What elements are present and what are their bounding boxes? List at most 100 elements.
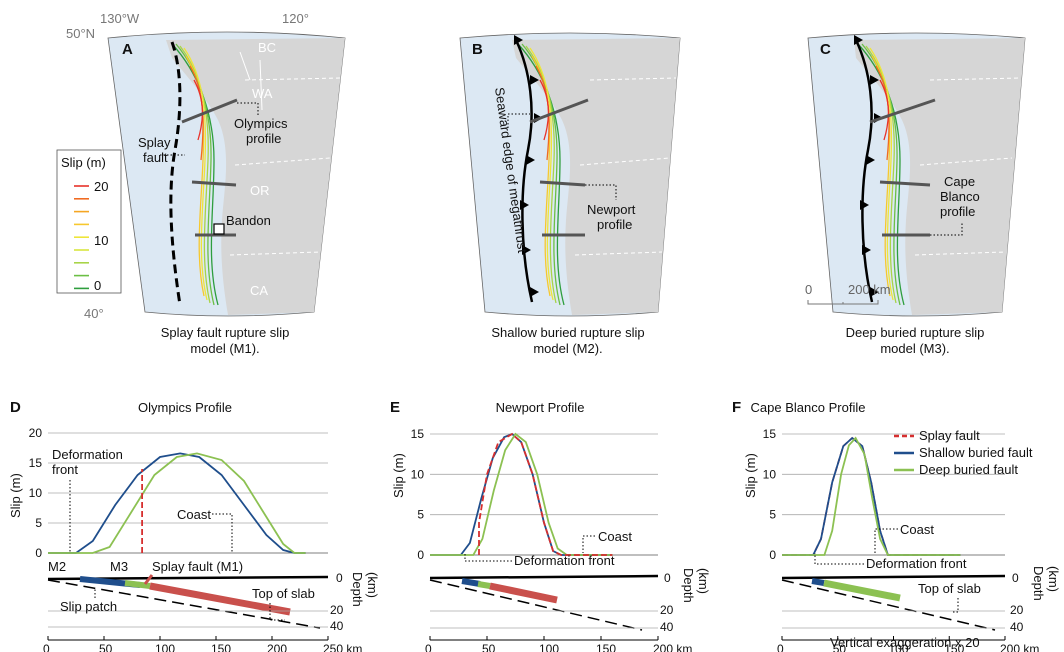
lat-label-north: 50°N (66, 26, 95, 41)
newport-profile-line-c (879, 180, 931, 187)
depth-tick-0-cape-blanco: 0 (1012, 571, 1019, 585)
lat-label-south: 40° (84, 306, 104, 321)
annot-coast-newport: Coast (598, 529, 632, 544)
splay-fault-label-2: fault (143, 150, 168, 165)
olympics-profile-line-b (529, 98, 589, 124)
slip-patch-deep-cape-blanco (823, 579, 901, 602)
series-line-splay (478, 432, 613, 556)
cape-leader-c (930, 222, 963, 236)
slab-leader-cape-blanco (952, 598, 959, 613)
y-tick-label: 0 (417, 548, 424, 562)
slip-legend: Slip (m) 20 10 0 (56, 149, 122, 294)
depth-tick-40-cape-blanco: 40 (1010, 620, 1024, 634)
depth-tick-20-olympics: 20 (330, 603, 344, 617)
x-ticks-cape-blanco: 0 50 100 150 200 km (777, 636, 1039, 652)
grid-olympics (48, 432, 328, 554)
olympics-profile-line-a (181, 98, 238, 124)
border-wa-or-a (234, 157, 331, 166)
slab-line-olympics (47, 579, 321, 629)
slip-patch-deep-newport (477, 581, 491, 589)
y-ticks-olympics: 0 5 10 15 20 (29, 426, 43, 560)
seaward-edge-line-b (514, 39, 534, 303)
panel-letter-f: F (732, 399, 741, 416)
border-1-b (589, 77, 677, 81)
depth-label-olympics: Depth (350, 572, 365, 607)
slip-contours-a (171, 43, 219, 306)
y-tick-label: 10 (411, 467, 425, 481)
x-ticks-newport: 0 50 100 150 200 km (425, 636, 692, 652)
y-axis-label-cape-blanco: Slip (m) (743, 453, 758, 498)
panel-letter-e: E (390, 399, 400, 416)
slip-patch-shallow-newport (461, 578, 481, 587)
series-line-shallow (48, 452, 306, 554)
x-tick-label: 0 (777, 642, 784, 652)
annot-top-slab-cape-blanco: Top of slab (918, 581, 981, 596)
slip-patch-shallow-cape-blanco (811, 578, 825, 586)
depth-tick-20-cape-blanco: 20 (1010, 603, 1024, 617)
annot-coast-cape-blanco: Coast (900, 522, 934, 537)
legend-label-deep: Deep buried fault (919, 462, 1018, 477)
border-or-ca-a (229, 251, 321, 256)
border-1-c (929, 77, 1021, 81)
caption-a-line2: model (M1). (190, 341, 259, 356)
depth-label-cape-blanco: Depth (1031, 566, 1046, 601)
x-tick-label: 0 (425, 642, 432, 652)
olympics-profile-label-2: profile (246, 131, 281, 146)
legend-label-shallow: Shallow buried fault (919, 445, 1033, 460)
x-tick-label: 50 (833, 642, 847, 652)
x-tick-label: 250 km (323, 642, 362, 652)
bandon-label: Bandon (226, 213, 271, 228)
border-3-b (574, 251, 663, 256)
depth-tick-40-olympics: 40 (330, 619, 344, 633)
land-b (512, 38, 680, 315)
y-tick-label: 0 (35, 546, 42, 560)
region-label-wa: WA (252, 86, 273, 101)
thrust-tooth (866, 155, 875, 165)
border-2-c (919, 157, 1013, 166)
y-ticks-cape-blanco: 0 5 10 15 (763, 427, 777, 562)
coast-leader-cape-blanco (874, 528, 898, 553)
y-ticks-newport: 0 5 10 15 (411, 427, 425, 562)
series-cape-blanco (782, 436, 961, 556)
annot-slip-patch-olympics: Slip patch (60, 599, 117, 614)
caption-b-line2: model (M2). (533, 341, 602, 356)
newport-profile-line-b (539, 180, 586, 187)
slab-line-cape-blanco (781, 579, 996, 631)
panel-letter-c: C (820, 41, 831, 58)
chart-cape-blanco: F Cape Blanco Profile Slip (m) 0 5 10 15 0 … (732, 399, 1061, 652)
x-tick-label: 50 (99, 642, 113, 652)
x-tick-label: 150 (211, 642, 231, 652)
olympics-leader-a (237, 102, 259, 116)
legend-box (56, 149, 122, 294)
x-ticks-olympics: 0 50 100 150 200 250 km (43, 636, 362, 652)
chart-title-olympics: Olympics Profile (138, 400, 232, 415)
vertical-exaggeration-note: Vertical exaggeration x 20 (830, 635, 980, 650)
thrust-tooth (514, 35, 523, 45)
x-tick-label: 200 km (1000, 642, 1039, 652)
border-3-c (914, 251, 1006, 256)
coast-lines-a (239, 51, 263, 111)
coast-leader-newport (582, 535, 595, 553)
slip-contours-c (857, 43, 905, 306)
splay-fault-label: Splay (138, 135, 171, 150)
land-c (854, 38, 1025, 315)
series-line-shallow (430, 432, 613, 556)
chart-newport: E Newport Profile Slip (m) 0 5 10 15 0 20 4… (390, 399, 711, 652)
lon-label-east: 120° (282, 11, 309, 26)
depth-tick-20-newport: 20 (660, 603, 674, 617)
series-line-deep (430, 432, 613, 556)
thrust-tooth (870, 75, 879, 85)
x-tick-label: 200 km (653, 642, 692, 652)
annot-m2-olympics: M2 (48, 559, 66, 574)
coast-leader-olympics (212, 513, 233, 553)
legend-color-lines (74, 185, 89, 290)
x-tick-label: 200 (267, 642, 287, 652)
splay-tip-olympics (143, 574, 154, 585)
y-axis-label-newport: Slip (m) (391, 453, 406, 498)
y-tick-label: 15 (411, 427, 425, 441)
x-tick-label: 50 (482, 642, 496, 652)
annot-top-slab-olympics: Top of slab (252, 586, 315, 601)
depth-label-newport: Depth (681, 568, 696, 603)
series-olympics (48, 452, 306, 554)
